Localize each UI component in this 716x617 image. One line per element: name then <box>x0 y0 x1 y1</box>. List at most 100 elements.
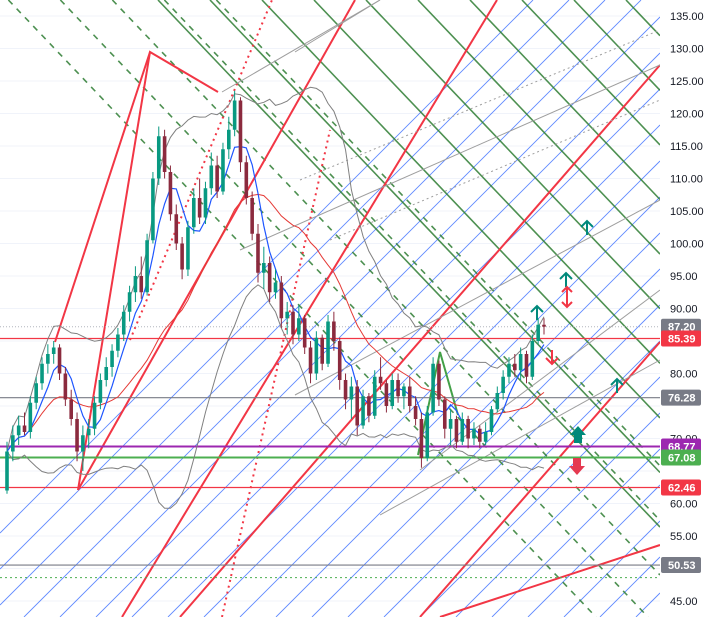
blue-channel-line <box>383 340 661 617</box>
candle-body <box>524 354 529 377</box>
candle-body <box>273 282 278 293</box>
grid-layer <box>0 15 660 602</box>
y-tick-label: 120.00 <box>670 109 704 121</box>
candle-body <box>221 149 225 192</box>
candle-body <box>279 282 284 319</box>
candle-body <box>507 363 511 377</box>
up-arrow-icon <box>580 219 594 235</box>
bollinger-upper-line <box>6 86 545 452</box>
price-badge <box>661 557 701 574</box>
blue-channel-line <box>23 0 642 617</box>
arrow-head <box>530 304 544 313</box>
candle-body <box>203 188 208 218</box>
candle-body <box>168 172 173 215</box>
candle-body <box>431 363 435 413</box>
candle-body <box>454 419 459 442</box>
y-tick-label: 125.00 <box>670 76 704 88</box>
candle-body <box>437 363 441 400</box>
candle-body <box>98 380 103 403</box>
candle-body <box>92 402 97 429</box>
candle-body <box>139 276 144 293</box>
candle-body <box>238 100 243 163</box>
candle-body <box>343 380 348 400</box>
arrow-head <box>569 466 585 475</box>
y-tick-label: 80.00 <box>670 369 698 381</box>
arrow-head <box>570 426 586 435</box>
candle-body <box>419 419 424 458</box>
green-fork-line <box>261 0 661 419</box>
gray-trend-line <box>294 199 661 396</box>
green-dashed-line <box>59 0 649 617</box>
candle-body <box>151 178 155 241</box>
candle-body <box>442 399 447 429</box>
candle-body <box>367 396 371 416</box>
candle-body <box>349 386 354 400</box>
candle-body <box>5 451 9 491</box>
gray-dotted-line <box>299 29 661 181</box>
candle-body <box>227 129 231 150</box>
candle-body <box>542 324 546 327</box>
candle-body <box>215 165 219 192</box>
price-badge-label: 50.53 <box>668 560 696 572</box>
blue-channel-line <box>239 196 661 617</box>
candle-body <box>285 311 289 319</box>
candle-body <box>355 386 360 426</box>
red-trend-line <box>419 341 661 617</box>
candle-body <box>162 136 167 172</box>
candle-body <box>16 425 21 436</box>
candle-body <box>425 412 430 458</box>
candle-body <box>361 396 365 426</box>
candle-body <box>57 347 62 374</box>
candle-body <box>378 376 383 384</box>
price-badge <box>661 449 701 466</box>
candle-body <box>197 198 202 218</box>
y-tick-label: 60.00 <box>670 499 698 511</box>
candle-body <box>390 380 395 406</box>
candle-body <box>40 363 44 384</box>
candle-body <box>133 276 138 293</box>
down-arrow-icon <box>545 350 559 366</box>
price-badge-label: 76.28 <box>668 393 696 405</box>
candle-body <box>466 419 470 439</box>
candle-body <box>180 243 184 270</box>
arrow-shaft <box>573 458 581 466</box>
y-tick-label: 105.00 <box>670 206 704 218</box>
blue-channel-line <box>95 52 661 617</box>
candle-body <box>477 428 482 442</box>
candles-layer[interactable] <box>5 90 546 494</box>
candle-body <box>384 383 389 406</box>
candle-body <box>489 409 494 432</box>
arrow-head <box>545 357 559 366</box>
candle-body <box>104 367 109 380</box>
green-dashed-line <box>7 0 597 617</box>
candle-body <box>156 136 161 179</box>
y-tick-label: 95.00 <box>670 271 698 283</box>
candle-body <box>518 354 523 371</box>
arrow-head <box>561 301 573 309</box>
candle-body <box>51 347 56 354</box>
price-axis[interactable]: 135.00 130.00 125.00 120.00 115.00 110.00 105.… <box>660 0 716 617</box>
up-arrow-icon <box>559 271 573 287</box>
candle-body <box>402 386 406 397</box>
horizontal-levels-layer <box>0 326 660 579</box>
candle-body <box>495 393 500 410</box>
candle-body <box>244 162 249 198</box>
blue-channel-line <box>491 448 661 617</box>
candle-body <box>110 350 114 367</box>
candle-body <box>302 318 307 348</box>
ma-slow-line <box>6 193 545 452</box>
candle-body <box>501 376 505 393</box>
red-trend-line <box>179 64 661 617</box>
candle-body <box>448 419 453 429</box>
candle-body <box>372 376 377 416</box>
arrows-layer <box>530 219 624 475</box>
y-tick-label: 45.00 <box>670 596 698 608</box>
green-fork-line <box>573 0 661 91</box>
green-fork-line <box>521 0 661 146</box>
candle-body <box>407 386 412 406</box>
blue-channel-line <box>599 556 661 617</box>
y-tick-label: 55.00 <box>670 531 698 543</box>
candle-body <box>332 321 336 341</box>
